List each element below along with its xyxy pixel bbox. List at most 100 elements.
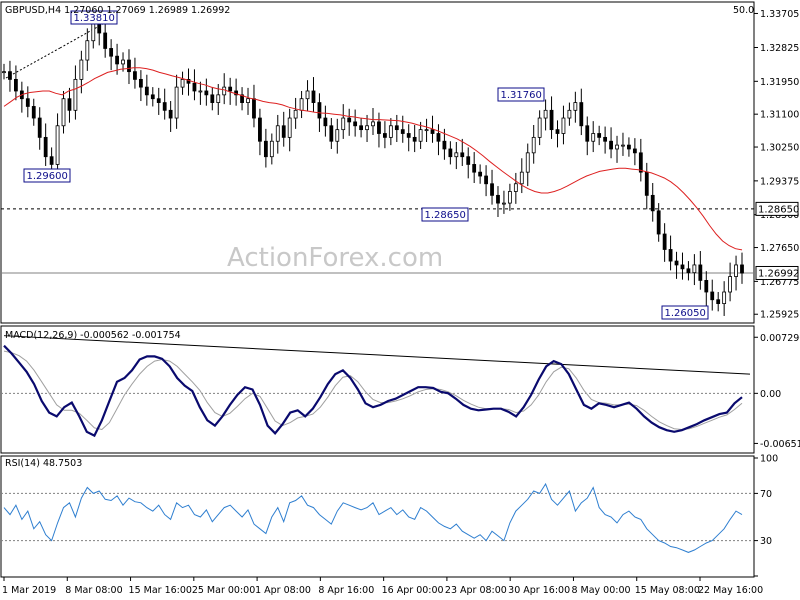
candle-body	[162, 102, 167, 111]
candle-body	[2, 71, 6, 74]
candle-body	[121, 59, 125, 65]
candle-body	[258, 117, 262, 142]
candle-body	[103, 32, 108, 49]
candle-body	[716, 299, 721, 305]
price-tick-label: 1.33705	[760, 9, 799, 20]
price-annotation-label: 1.26050	[665, 308, 706, 319]
candle-body	[73, 78, 78, 111]
candle-body	[305, 90, 310, 100]
candle-body	[138, 78, 143, 88]
candle-body	[466, 156, 471, 165]
level-value-label: 1.26992	[758, 268, 799, 279]
candle-body	[299, 98, 304, 111]
candle-body	[722, 291, 727, 305]
candle-body	[55, 125, 60, 165]
candle-body	[311, 90, 316, 103]
candle-body	[579, 102, 584, 127]
level-value-box	[755, 265, 799, 280]
candle-body	[49, 156, 54, 165]
candle-body	[519, 171, 524, 185]
candle-body	[650, 194, 655, 212]
candle-body	[156, 98, 161, 103]
candle-body	[329, 125, 334, 142]
time-tick-label: 1 Mar 2019	[2, 585, 56, 596]
time-tick-label: 30 Apr 16:00	[508, 585, 570, 596]
candle-body	[150, 94, 155, 100]
candle-body	[621, 144, 625, 147]
price-pane-frame	[0, 1, 755, 324]
candle-body	[341, 117, 346, 131]
rsi-axis: 100 70 30	[754, 454, 778, 577]
candle-body	[275, 125, 280, 142]
candle-body	[728, 276, 732, 293]
macd-pane: 0.007296 0.00 -0.006515 MACD(12,26,9) -0.0…	[0, 325, 800, 454]
candle-body	[347, 117, 352, 123]
rsi-tick-label: 70	[760, 489, 772, 500]
price-annotation-box	[661, 305, 709, 320]
candle-body	[585, 125, 590, 142]
candle-body	[359, 125, 363, 131]
candle-body	[430, 129, 435, 134]
candle-body	[252, 98, 256, 119]
candle-body	[144, 86, 149, 96]
price-tick-label: 1.25925	[760, 310, 799, 321]
candle-body	[656, 210, 661, 235]
candle-body	[537, 117, 542, 138]
price-annotation-box	[497, 87, 545, 102]
price-annotation-box	[70, 10, 118, 25]
candle-body	[597, 133, 602, 138]
time-tick-label: 22 May 16:00	[698, 585, 763, 596]
candle-body	[573, 102, 578, 111]
candle-body	[240, 94, 244, 103]
corner-value-label: 50.0	[733, 5, 754, 16]
price-pane-title: GBPUSD,H4 1.27060 1.27069 1.26989 1.2699…	[5, 5, 230, 16]
candle-body	[61, 98, 66, 127]
candle-body	[335, 129, 340, 142]
candle-body	[216, 94, 221, 103]
candle-body	[180, 78, 185, 88]
candle-body	[43, 136, 48, 158]
candle-body	[263, 140, 268, 158]
candle-body	[496, 194, 500, 204]
candle-body	[79, 59, 84, 80]
price-annotation-label: 1.33810	[74, 13, 115, 24]
macd-tick-label: 0.007296	[760, 333, 800, 344]
time-tick-label: 1 Apr 08:00	[255, 585, 311, 596]
candle-body	[168, 109, 173, 119]
candle-body	[680, 264, 685, 270]
candle-body	[406, 133, 411, 138]
candle-body	[133, 71, 137, 80]
candle-body	[686, 268, 691, 274]
macd-tick-label: -0.006515	[760, 439, 800, 450]
candle-body	[644, 171, 649, 196]
candle-body	[448, 148, 453, 158]
candle-body	[25, 98, 30, 107]
candle-body	[412, 136, 417, 142]
rsi-pane: 100 70 30 RSI(14) 48.7503	[0, 454, 778, 578]
candle-body	[371, 121, 375, 127]
price-tick-label: 1.30250	[760, 143, 799, 154]
candle-body	[692, 264, 697, 274]
price-candles	[2, 10, 744, 316]
candle-body	[246, 98, 250, 103]
candle-body	[740, 264, 744, 274]
candle-body	[198, 90, 203, 93]
macd-axis: 0.007296 0.00 -0.006515	[754, 333, 800, 450]
candle-body	[632, 148, 637, 154]
candle-body	[222, 86, 227, 96]
candle-body	[174, 86, 179, 119]
time-tick-label: 8 Apr 16:00	[318, 585, 374, 596]
candle-body	[323, 117, 328, 127]
candle-body	[490, 183, 494, 196]
candle-body	[192, 82, 197, 92]
candle-body	[204, 90, 209, 96]
candle-body	[704, 280, 709, 293]
candle-body	[567, 109, 572, 119]
rsi-pane-title: RSI(14) 48.7503	[5, 458, 82, 469]
candle-body	[615, 144, 619, 150]
candle-body	[436, 133, 441, 142]
price-annotation-label: 1.29600	[27, 171, 68, 182]
candle-body	[127, 59, 131, 73]
candle-body	[424, 129, 429, 132]
